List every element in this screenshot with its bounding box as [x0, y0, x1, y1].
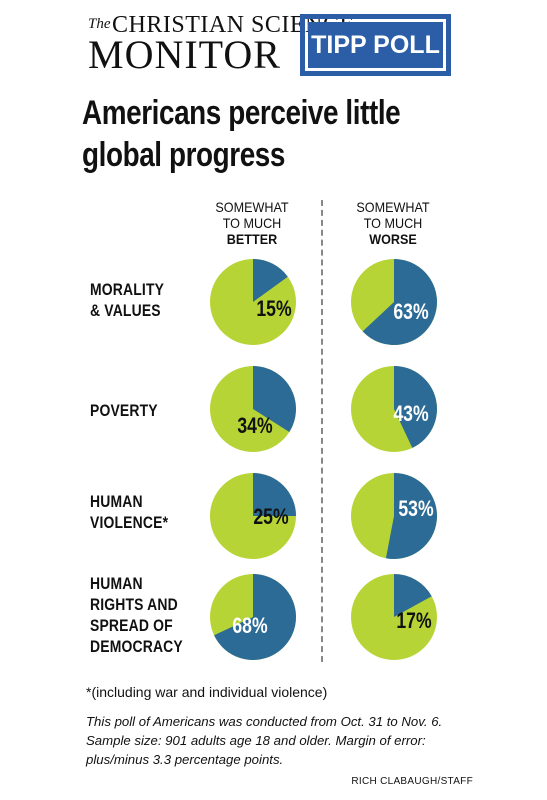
pie-slice-better — [253, 259, 288, 302]
footnote: *(including war and individual violence) — [86, 684, 328, 700]
pie-slice-worse — [394, 574, 432, 617]
tipp-poll-badge: TIPP POLL — [300, 14, 451, 76]
pie-data-label: 17% — [396, 609, 431, 633]
row-label-line: VIOLENCE* — [90, 513, 169, 532]
row-label-line: HUMAN — [90, 574, 143, 593]
pie-data-label: 34% — [237, 414, 272, 438]
pie-data-label: 15% — [256, 297, 291, 321]
row-label-line: RIGHTS AND — [90, 595, 178, 614]
column-divider — [321, 200, 323, 662]
pie-slice-worse — [385, 473, 437, 559]
row-label-line: HUMAN — [90, 492, 143, 511]
row-label-line: MORALITY — [90, 280, 165, 299]
pie-data-label: 53% — [398, 497, 433, 521]
credit: RICH CLABAUGH/STAFF — [351, 776, 473, 787]
row-label-line: & VALUES — [90, 301, 161, 320]
headline: Americans perceive little global progres… — [82, 94, 401, 174]
pie-slice-better — [253, 473, 296, 516]
column-header-worse-line1: SOMEWHAT — [356, 199, 430, 215]
pie-slice-better — [253, 366, 296, 433]
column-header-better-line2: TO MUCH — [222, 215, 282, 231]
row-label-line: DEMOCRACY — [90, 637, 183, 656]
pie-slice-worse — [394, 366, 437, 448]
row-label-violence: HUMAN VIOLENCE* — [90, 491, 168, 533]
column-header-better: SOMEWHAT TO MUCH BETTER — [198, 199, 306, 247]
pie-slice-worse — [362, 259, 438, 345]
logo-monitor: MONITOR — [88, 32, 281, 77]
pie-data-label: 43% — [393, 402, 428, 426]
masthead: The CHRISTIAN SCIENCE MONITOR TIPP POLL — [60, 6, 455, 76]
row-label-line: POVERTY — [90, 401, 158, 420]
row-label-human-rights: HUMAN RIGHTS AND SPREAD OF DEMOCRACY — [90, 573, 183, 657]
logo-the: The — [88, 16, 111, 32]
row-label-poverty: POVERTY — [90, 400, 158, 421]
column-header-better-line1: SOMEWHAT — [215, 199, 289, 215]
column-header-better-emphasis: BETTER — [226, 231, 278, 247]
pie-data-label: 68% — [232, 614, 267, 638]
row-label-morality: MORALITY & VALUES — [90, 279, 164, 321]
column-header-worse-line2: TO MUCH — [363, 215, 423, 231]
row-label-line: SPREAD OF — [90, 616, 173, 635]
methodology-note: This poll of Americans was conducted fro… — [86, 714, 443, 767]
pie-slice-better — [214, 574, 296, 661]
pie-data-label: 63% — [393, 300, 428, 324]
column-header-worse-emphasis: WORSE — [369, 231, 417, 247]
column-header-worse: SOMEWHAT TO MUCH WORSE — [339, 199, 447, 247]
pie-data-label: 25% — [253, 505, 288, 529]
tipp-poll-label: TIPP POLL — [308, 22, 443, 68]
